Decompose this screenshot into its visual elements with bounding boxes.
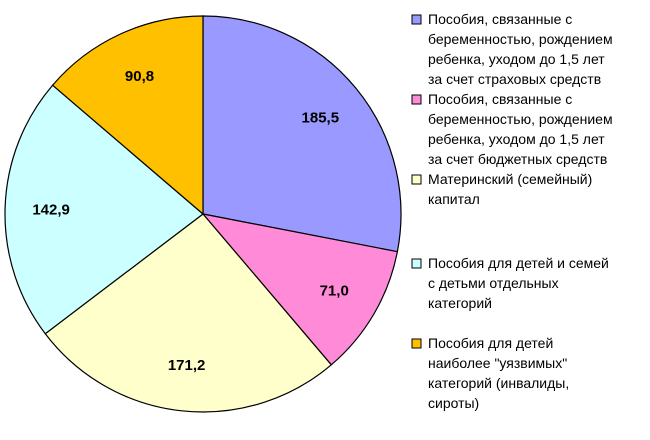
data-label-4: 142,9 (32, 202, 70, 219)
legend-swatch-3 (411, 174, 422, 185)
legend-item-5: Пособия для детей наиболее "уязвимых" кате… (411, 335, 569, 411)
legend-swatch-1 (411, 14, 422, 25)
data-label-1: 185,5 (302, 109, 340, 126)
data-label-2: 71,0 (320, 283, 349, 300)
legend-label-4: Пособия для детей и семей с детьми отдель… (428, 255, 609, 311)
pie-slice-4 (4, 84, 204, 335)
legend-item-2: Пособия, связанные с беременностью, рожде… (411, 91, 613, 167)
pie-slice-1 (202, 15, 402, 253)
legend-swatch-5 (411, 338, 422, 349)
pie-slices (4, 15, 402, 413)
legend-item-3: Материнский (семейный) капитал (411, 171, 592, 207)
data-label-3: 171,2 (168, 357, 206, 374)
legend-item-1: Пособия, связанные с беременностью, рожде… (411, 11, 613, 87)
pie-value-labels: 185,5 71,0 171,2 142,9 90,8 (32, 68, 348, 374)
legend-label-1: Пособия, связанные с беременностью, рожде… (428, 11, 613, 87)
data-label-5: 90,8 (125, 68, 154, 85)
legend-label-2: Пособия, связанные с беременностью, рожде… (428, 91, 613, 167)
legend-item-4: Пособия для детей и семей с детьми отдель… (411, 255, 609, 311)
pie-slice-5 (51, 15, 204, 216)
legend-label-3: Материнский (семейный) капитал (428, 171, 592, 207)
legend: Пособия, связанные с беременностью, рожде… (411, 11, 613, 411)
pie-slice-2 (201, 213, 399, 366)
legend-swatch-4 (411, 258, 422, 269)
pie-slice-3 (44, 213, 333, 413)
legend-label-5: Пособия для детей наиболее "уязвимых" кате… (428, 335, 569, 411)
legend-swatch-2 (411, 94, 422, 105)
